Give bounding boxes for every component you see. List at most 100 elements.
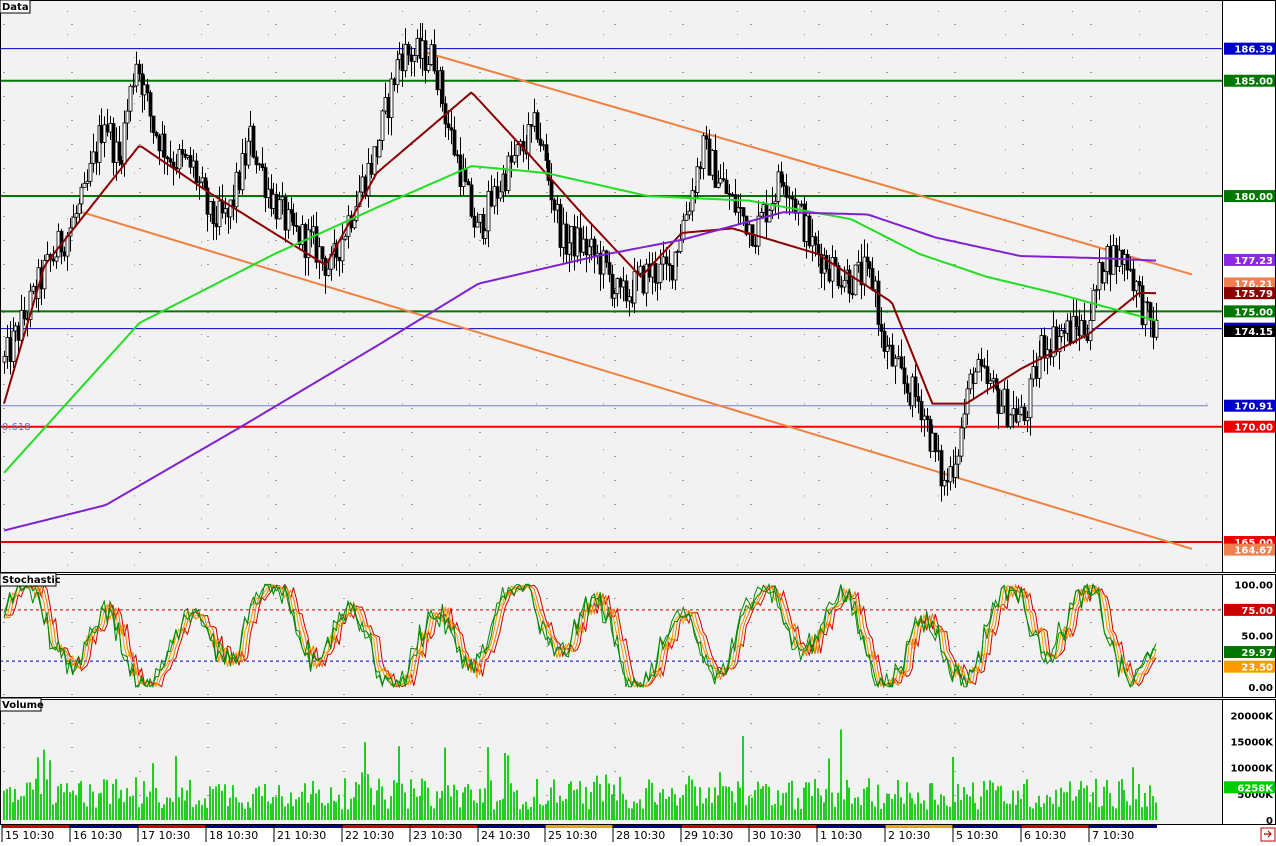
stoch-value-text: 29.97 (1241, 648, 1273, 659)
candle-body (960, 428, 963, 456)
volume-bar (639, 799, 641, 820)
candle-body (1063, 331, 1066, 334)
candle-body (1103, 272, 1106, 283)
volume-bar (588, 809, 590, 820)
day-band (1021, 825, 1089, 828)
candle-body (198, 182, 201, 183)
volume-bar (83, 802, 85, 820)
volume-bar (235, 797, 237, 820)
candle-body (785, 186, 788, 197)
candle-body (1095, 290, 1098, 291)
volume-bar (734, 802, 736, 820)
volume-bar (444, 748, 446, 820)
candle-body (774, 201, 777, 203)
volume-bar (9, 787, 11, 820)
candle-body (702, 136, 705, 169)
volume-bar (963, 787, 965, 820)
volume-bar (476, 803, 478, 820)
candle-body (989, 381, 992, 384)
x-tick-label: 25 10:30 (548, 829, 597, 842)
volume-bar (923, 800, 925, 820)
volume-bar (1095, 779, 1097, 820)
x-tick-label: 17 10:30 (141, 829, 190, 842)
volume-bar (1063, 792, 1065, 820)
candle-body (287, 210, 290, 230)
volume-bar (622, 794, 624, 820)
candle-body (688, 211, 691, 215)
volume-bar (401, 784, 403, 820)
volume-bar (361, 772, 363, 820)
volume-bar (866, 787, 868, 820)
volume-bar (298, 797, 300, 820)
candle-body (536, 113, 539, 139)
volume-bar (390, 796, 392, 820)
volume-bar (109, 804, 111, 820)
candle-body (92, 152, 95, 163)
candle-body (949, 467, 952, 482)
candle-body (1006, 389, 1009, 426)
volume-bar (972, 782, 974, 820)
candle-body (742, 208, 745, 216)
volume-bar (891, 799, 893, 820)
candle-body (897, 357, 900, 358)
candle-body (940, 451, 943, 486)
volume-bar (378, 779, 380, 820)
candle-body (891, 345, 894, 366)
volume-bar (1026, 779, 1028, 820)
candle-body (229, 200, 232, 217)
volume-bar (86, 807, 88, 820)
volume-bar (966, 794, 968, 820)
volume-bar (413, 788, 415, 820)
candle-body (642, 266, 645, 293)
candle-body (886, 346, 889, 351)
candle-body (963, 414, 966, 428)
candle-body (1072, 316, 1075, 342)
volume-bar (312, 781, 314, 820)
volume-bar (232, 785, 234, 820)
candle-body (811, 237, 814, 246)
x-tick-label: 5 10:30 (956, 829, 998, 842)
volume-bar (536, 779, 538, 820)
candle-body (757, 216, 760, 246)
volume-bar (75, 795, 77, 820)
volume-bar (929, 783, 931, 820)
volume-bar (301, 792, 303, 820)
candle-body (118, 142, 121, 160)
candle-body (676, 252, 679, 253)
candle-body (381, 111, 384, 141)
volume-bar (487, 747, 489, 820)
candle-body (639, 266, 642, 273)
volume-bar (952, 757, 954, 820)
candle-body (404, 44, 407, 70)
candle-body (516, 145, 519, 156)
volume-bar (1152, 796, 1154, 820)
volume-bar (1015, 805, 1017, 820)
candle-body (341, 239, 344, 261)
stoch-value-text: 23.50 (1241, 663, 1273, 674)
volume-bar (542, 805, 544, 820)
volume-bar (206, 808, 208, 820)
candle-body (556, 204, 559, 210)
volume-bar (1009, 804, 1011, 820)
volume-bar (353, 797, 355, 820)
candle-body (794, 199, 797, 213)
candle-body (857, 262, 860, 265)
volume-bar (1132, 767, 1134, 820)
volume-bar (447, 785, 449, 820)
candle-body (1080, 321, 1083, 336)
candle-body (608, 263, 611, 275)
day-band (749, 825, 817, 828)
volume-last-text: 6258K (1237, 783, 1274, 794)
volume-bar (582, 804, 584, 820)
x-tick-label: 30 10:30 (752, 829, 801, 842)
candle-body (582, 239, 585, 252)
volume-bar (324, 805, 326, 820)
volume-bar (980, 796, 982, 820)
volume-bar (367, 774, 369, 820)
candle-body (255, 157, 258, 165)
volume-bar (937, 805, 939, 820)
volume-bar (1138, 784, 1140, 820)
candle-body (507, 156, 510, 190)
candle-body (633, 272, 636, 303)
volume-bar (593, 782, 595, 820)
